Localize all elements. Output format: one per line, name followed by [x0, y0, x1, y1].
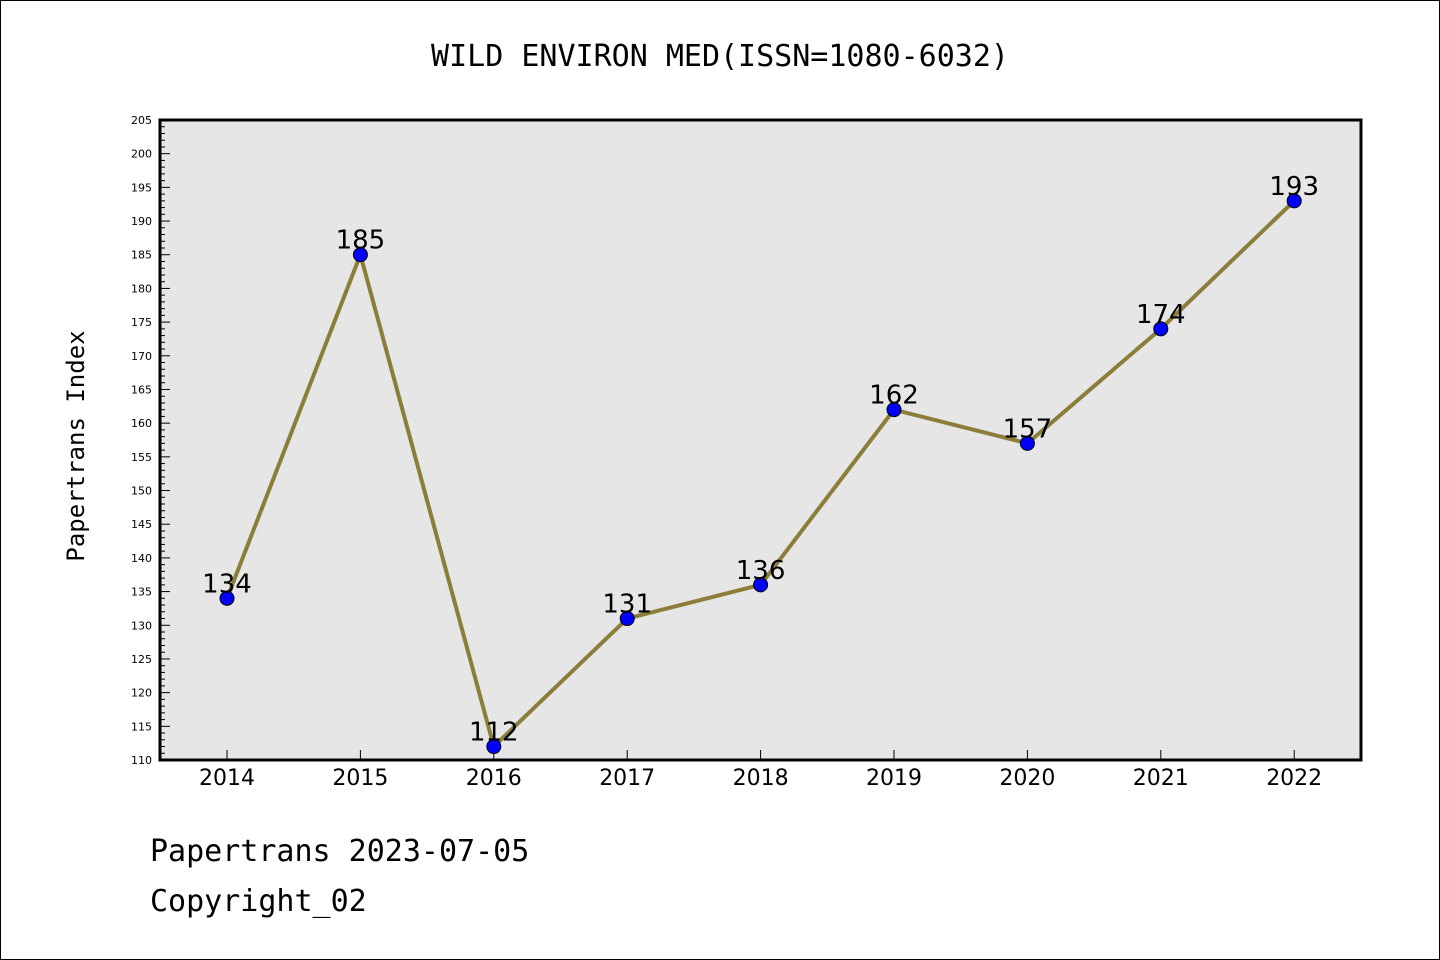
footer-copyright: Copyright_02 [150, 884, 367, 919]
x-tick-label: 2021 [1133, 766, 1189, 791]
plot-border [158, 118, 1363, 762]
data-point [1153, 321, 1169, 337]
x-tick-label: 2018 [733, 766, 789, 791]
y-tick-label: 120 [131, 687, 152, 700]
y-tick-label: 180 [131, 282, 152, 295]
data-label: 162 [869, 381, 919, 411]
plot-area [160, 120, 1361, 760]
data-label: 185 [336, 226, 386, 256]
y-tick-label: 145 [131, 518, 152, 531]
data-point [219, 590, 235, 606]
y-tick-label: 190 [131, 215, 152, 228]
y-tick-label: 170 [131, 350, 152, 363]
data-point [1019, 435, 1035, 451]
y-tick-label: 125 [131, 653, 152, 666]
y-tick-label: 155 [131, 451, 152, 464]
y-tick-label: 135 [131, 586, 152, 599]
y-tick-label: 160 [131, 417, 152, 430]
data-point [753, 577, 769, 593]
chart-title: WILD ENVIRON MED(ISSN=1080-6032) [431, 39, 1009, 74]
data-labels: 134 185 112 131 136 162 157 174 193 [202, 172, 1319, 748]
y-tick-label: 185 [131, 249, 152, 262]
x-tick-label: 2019 [866, 766, 922, 791]
x-tick-label: 2020 [999, 766, 1055, 791]
y-tick-label: 205 [131, 114, 152, 127]
x-axis: 2014 2015 2016 2017 2018 2019 2020 2021 2022 [199, 750, 1322, 791]
data-label: 112 [469, 718, 519, 748]
y-tick-label: 110 [131, 754, 152, 767]
data-label: 157 [1003, 414, 1053, 444]
y-tick-label: 200 [131, 148, 152, 161]
y-tick-label: 140 [131, 552, 152, 565]
y-tick-label: 195 [131, 181, 152, 194]
data-label: 134 [202, 569, 252, 599]
data-label: 174 [1136, 300, 1186, 330]
y-tick-label: 150 [131, 485, 152, 498]
data-point [619, 611, 635, 627]
y-tick-label: 115 [131, 720, 152, 733]
data-label: 136 [736, 556, 786, 586]
series-papertrans-index [219, 193, 1302, 755]
y-tick-label: 130 [131, 619, 152, 632]
data-label: 131 [602, 590, 652, 620]
x-tick-label: 2015 [332, 766, 388, 791]
y-tick-label: 175 [131, 316, 152, 329]
data-label: 193 [1269, 172, 1319, 202]
data-point [486, 739, 502, 755]
data-point [886, 402, 902, 418]
data-point [1286, 193, 1302, 209]
x-tick-label: 2014 [199, 766, 255, 791]
y-axis: 110 115 120 125 130 135 140 145 150 155 160 165 170 1… [131, 114, 170, 767]
y-axis-label: Papertrans Index [62, 330, 90, 561]
x-tick-label: 2022 [1266, 766, 1322, 791]
footer-date: Papertrans 2023-07-05 [150, 834, 530, 869]
x-tick-label: 2017 [599, 766, 655, 791]
data-point [352, 247, 368, 263]
x-tick-label: 2016 [466, 766, 522, 791]
y-tick-label: 165 [131, 383, 152, 396]
